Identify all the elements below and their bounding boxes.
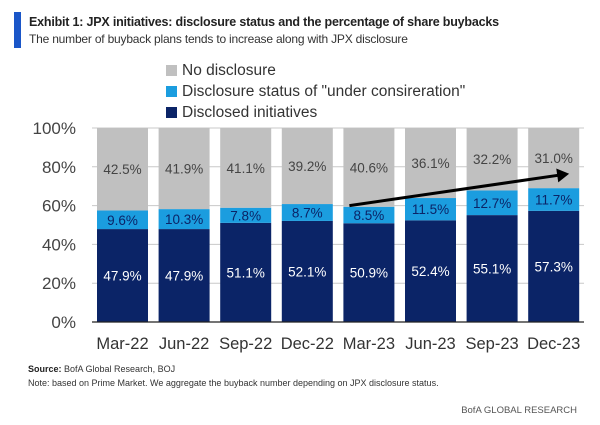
data-label: 50.9%	[350, 266, 388, 281]
bar-segment	[343, 223, 395, 322]
x-tick-label: Dec-22	[281, 335, 334, 353]
legend-item-under-consideration: Disclosure status of "under consireratio…	[166, 81, 465, 102]
x-tick-label: Sep-22	[219, 335, 272, 353]
data-label: 47.9%	[165, 269, 203, 284]
legend-swatch-disclosed	[166, 107, 177, 118]
legend-item-disclosed: Disclosed initiatives	[166, 102, 465, 123]
bar-segment	[405, 198, 456, 221]
legend: No disclosure Disclosure status of "unde…	[166, 60, 465, 123]
x-tick-label: Mar-22	[96, 335, 148, 353]
title-accent-bar	[14, 12, 21, 48]
data-label: 39.2%	[288, 159, 326, 174]
x-tick-label: Jun-22	[159, 335, 209, 353]
bar-segment	[97, 229, 148, 322]
chart-title: Exhibit 1: JPX initiatives: disclosure s…	[29, 15, 499, 29]
data-label: 32.2%	[473, 152, 511, 167]
data-label: 41.9%	[165, 161, 203, 176]
note-line: Note: based on Prime Market. We aggregat…	[28, 378, 439, 388]
bar-segment	[158, 229, 210, 322]
legend-label: Disclosed initiatives	[182, 103, 318, 121]
bar-segment	[528, 188, 580, 211]
data-label: 11.5%	[412, 202, 449, 217]
chart-subtitle: The number of buyback plans tends to inc…	[29, 32, 408, 46]
bar-segment	[405, 128, 456, 199]
source-text: BofA Global Research, BOJ	[61, 364, 176, 374]
bar-segment	[220, 222, 272, 322]
y-tick-label: 0%	[51, 313, 76, 332]
data-label: 42.5%	[103, 162, 141, 177]
data-label: 52.1%	[288, 264, 326, 279]
legend-label: No disclosure	[182, 61, 276, 79]
legend-item-no-disclosure: No disclosure	[166, 60, 465, 81]
bar-segment	[281, 204, 333, 221]
bar-segment	[405, 220, 456, 322]
x-tick-label: Dec-23	[527, 335, 580, 353]
bar-segment	[281, 128, 333, 205]
data-label: 51.1%	[227, 265, 265, 280]
bar-segment	[220, 128, 272, 208]
legend-label: Disclosure status of "under consireratio…	[182, 82, 466, 100]
data-label: 41.1%	[227, 161, 265, 176]
data-label: 55.1%	[473, 262, 511, 277]
x-tick-label: Jun-23	[405, 335, 455, 353]
bar-segment	[158, 127, 210, 210]
x-tick-label: Sep-23	[465, 335, 518, 353]
brand-footer: BofA GLOBAL RESEARCH	[461, 405, 577, 416]
bar-segment	[97, 210, 148, 230]
x-tick-label: Mar-23	[343, 335, 395, 353]
data-label: 52.4%	[411, 264, 449, 279]
y-tick-label: 60%	[42, 197, 76, 216]
data-label: 11.7%	[535, 192, 572, 207]
bar-segment	[528, 210, 580, 322]
data-label: 7.8%	[230, 208, 261, 223]
legend-swatch-no-disclosure	[166, 65, 177, 76]
data-label: 40.6%	[350, 160, 388, 175]
data-label: 10.3%	[165, 212, 203, 227]
data-label: 8.7%	[292, 205, 323, 220]
bar-segment	[158, 209, 210, 230]
trend-arrow-line	[349, 173, 564, 208]
data-label: 9.6%	[107, 213, 138, 228]
bar-segment	[343, 128, 395, 207]
y-tick-label: 80%	[42, 158, 76, 177]
bar-segment	[466, 128, 518, 191]
bar-segment	[281, 220, 333, 322]
source-line: Source: BofA Global Research, BOJ	[28, 364, 175, 374]
source-label: Source:	[28, 364, 62, 374]
data-label: 12.7%	[473, 196, 511, 211]
bar-segment	[220, 207, 272, 223]
bar-segment	[466, 190, 518, 216]
y-tick-label: 100%	[33, 119, 76, 138]
bar-segment	[466, 215, 518, 322]
y-tick-label: 20%	[42, 274, 76, 293]
y-tick-label: 40%	[42, 235, 76, 254]
legend-swatch-under-consideration	[166, 86, 177, 97]
data-label: 36.1%	[411, 156, 449, 171]
bar-segment	[97, 128, 148, 211]
bar-segment	[343, 206, 395, 224]
data-label: 8.5%	[354, 208, 385, 223]
data-label: 31.0%	[535, 151, 573, 166]
trend-arrow-head	[556, 168, 570, 183]
data-label: 47.9%	[103, 269, 141, 284]
data-label: 57.3%	[535, 259, 573, 274]
